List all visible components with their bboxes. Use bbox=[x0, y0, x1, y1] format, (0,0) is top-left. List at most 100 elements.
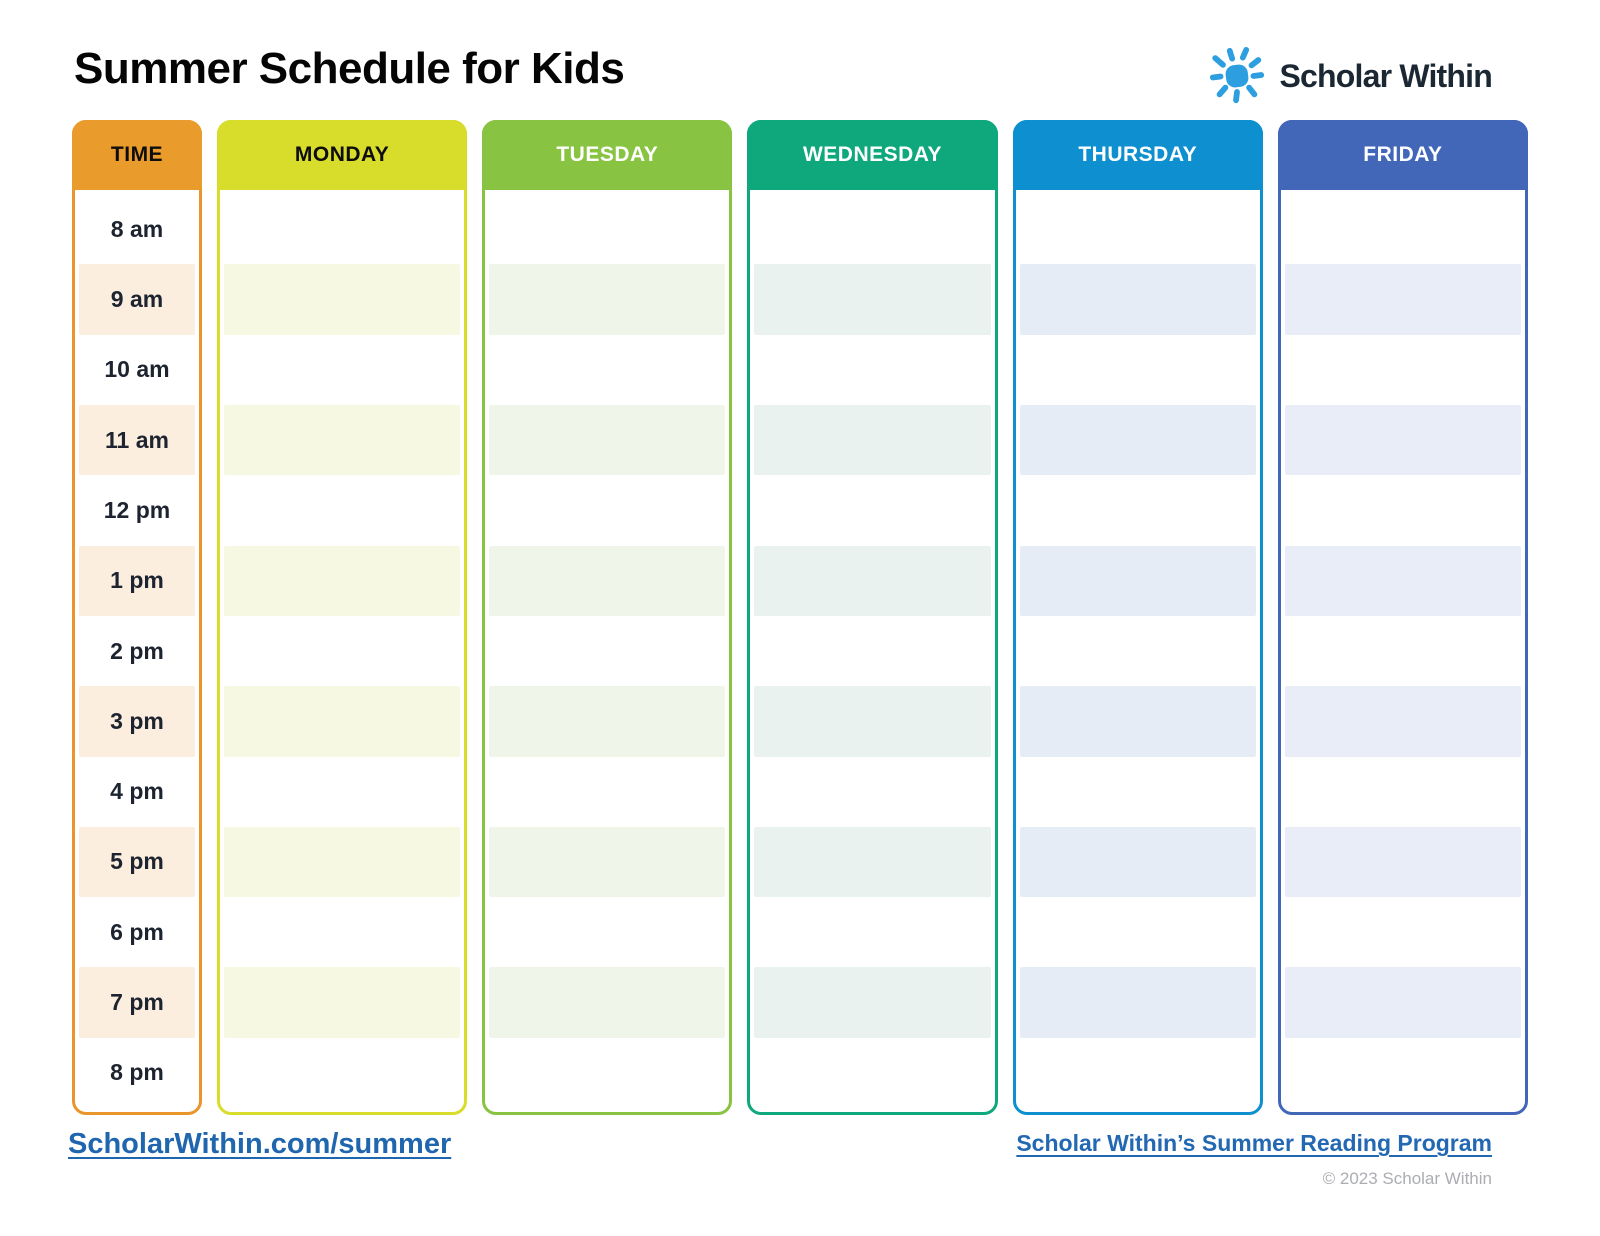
schedule-cell bbox=[224, 264, 461, 335]
schedule-cell bbox=[1020, 335, 1256, 405]
schedule-cell bbox=[224, 616, 460, 686]
schedule-cell bbox=[1020, 194, 1256, 264]
time-label: 1 pm bbox=[79, 545, 195, 616]
schedule-cell bbox=[489, 404, 726, 476]
schedule-cell bbox=[489, 335, 725, 405]
time-label: 7 pm bbox=[79, 967, 195, 1038]
schedule-cell bbox=[1020, 1038, 1256, 1108]
schedule-cell bbox=[489, 264, 726, 335]
schedule-cell bbox=[224, 967, 461, 1038]
schedule-cell bbox=[1284, 264, 1522, 335]
column-body bbox=[485, 190, 729, 1112]
schedule-cell bbox=[224, 335, 460, 405]
column-body bbox=[1281, 190, 1525, 1112]
schedule-cell bbox=[754, 616, 990, 686]
sun-icon bbox=[1210, 46, 1265, 104]
schedule-cell bbox=[1019, 404, 1256, 476]
brand-name: Scholar Within bbox=[1279, 57, 1492, 94]
column-body bbox=[750, 190, 994, 1112]
schedule-cell bbox=[1285, 897, 1521, 967]
schedule-cell bbox=[1285, 475, 1521, 545]
time-label: 11 am bbox=[79, 404, 195, 476]
column-header: TUESDAY bbox=[482, 120, 733, 190]
schedule-cell bbox=[489, 194, 725, 264]
schedule-cell bbox=[489, 967, 726, 1038]
schedule-cell bbox=[1019, 264, 1256, 335]
copyright: © 2023 Scholar Within bbox=[1322, 1169, 1492, 1188]
schedule-cell bbox=[1019, 967, 1256, 1038]
schedule-cell bbox=[754, 404, 991, 476]
schedule-cell bbox=[754, 335, 990, 405]
schedule-cell bbox=[1285, 757, 1521, 827]
time-label: 8 am bbox=[110, 215, 164, 242]
brand-logo: Scholar Within bbox=[1207, 46, 1493, 106]
column-header: WEDNESDAY bbox=[747, 120, 998, 190]
schedule-cell bbox=[754, 545, 991, 616]
schedule-cell bbox=[489, 757, 725, 827]
schedule-cell bbox=[754, 967, 991, 1038]
schedule-cell bbox=[489, 616, 725, 686]
time-label: 8 pm bbox=[110, 1059, 164, 1086]
schedule-grid: TIME 8 am 9 am 10 am 11 am 12 pm 1 pm 2 pm 3 pm 4… bbox=[72, 120, 1529, 1115]
schedule-cell bbox=[1019, 826, 1256, 898]
schedule-cell bbox=[1284, 404, 1522, 476]
schedule-cell bbox=[754, 264, 991, 335]
time-label: 12 pm bbox=[103, 496, 171, 523]
schedule-cell bbox=[1285, 335, 1521, 405]
schedule-cell bbox=[754, 1038, 990, 1108]
day-column-tuesday: TUESDAY bbox=[482, 120, 733, 1115]
schedule-cell bbox=[489, 826, 726, 898]
schedule-cell bbox=[754, 686, 991, 757]
schedule-cell bbox=[1285, 194, 1521, 264]
schedule-cell bbox=[1285, 1038, 1521, 1108]
schedule-cell bbox=[224, 545, 461, 616]
day-column-thursday: THURSDAY bbox=[1012, 120, 1263, 1115]
column-header: MONDAY bbox=[217, 120, 468, 190]
time-label: 5 pm bbox=[79, 826, 195, 898]
column-header: FRIDAY bbox=[1277, 120, 1529, 190]
schedule-cell bbox=[1284, 826, 1522, 898]
schedule-cell bbox=[754, 897, 990, 967]
day-column-friday: FRIDAY bbox=[1277, 120, 1529, 1115]
schedule-cell bbox=[1020, 757, 1256, 827]
column-header: TIME bbox=[72, 120, 202, 190]
schedule-cell bbox=[1285, 616, 1521, 686]
column-header: THURSDAY bbox=[1012, 120, 1263, 190]
schedule-cell bbox=[224, 897, 460, 967]
day-column-wednesday: WEDNESDAY bbox=[747, 120, 998, 1115]
time-column: TIME 8 am 9 am 10 am 11 am 12 pm 1 pm 2 pm 3 pm 4… bbox=[72, 120, 202, 1115]
footer-right: Scholar Within’s Summer Reading Program … bbox=[1016, 1130, 1492, 1189]
schedule-cell bbox=[489, 475, 725, 545]
column-body bbox=[220, 190, 464, 1112]
schedule-cell bbox=[224, 475, 460, 545]
schedule-cell bbox=[1019, 686, 1256, 757]
day-column-monday: MONDAY bbox=[217, 120, 468, 1115]
schedule-cell bbox=[224, 826, 461, 898]
summer-reading-program-link[interactable]: Scholar Within’s Summer Reading Program bbox=[1016, 1130, 1492, 1156]
schedule-cell bbox=[1020, 616, 1256, 686]
time-label: 4 pm bbox=[110, 778, 164, 805]
schedule-cell bbox=[489, 545, 726, 616]
schedule-cell bbox=[1020, 897, 1256, 967]
schedule-cell bbox=[1020, 475, 1256, 545]
column-body: 8 am 9 am 10 am 11 am 12 pm 1 pm 2 pm 3 pm 4 pm 5… bbox=[75, 190, 199, 1112]
page-title: Summer Schedule for Kids bbox=[74, 44, 625, 93]
time-label: 6 pm bbox=[110, 918, 164, 945]
time-label: 3 pm bbox=[79, 686, 195, 757]
schedule-cell bbox=[489, 897, 725, 967]
schedule-cell bbox=[1284, 686, 1522, 757]
column-body bbox=[1016, 190, 1260, 1112]
summer-url-link[interactable]: ScholarWithin.com/summer bbox=[68, 1128, 452, 1160]
time-label: 9 am bbox=[79, 264, 195, 335]
schedule-cell bbox=[224, 194, 460, 264]
time-label: 2 pm bbox=[110, 637, 164, 664]
schedule-cell bbox=[224, 757, 460, 827]
schedule-cell bbox=[1284, 545, 1522, 616]
schedule-cell bbox=[224, 1038, 460, 1108]
schedule-cell bbox=[754, 757, 990, 827]
schedule-cell bbox=[489, 686, 726, 757]
schedule-cell bbox=[224, 404, 461, 476]
schedule-cell bbox=[1019, 545, 1256, 616]
schedule-cell bbox=[224, 686, 461, 757]
